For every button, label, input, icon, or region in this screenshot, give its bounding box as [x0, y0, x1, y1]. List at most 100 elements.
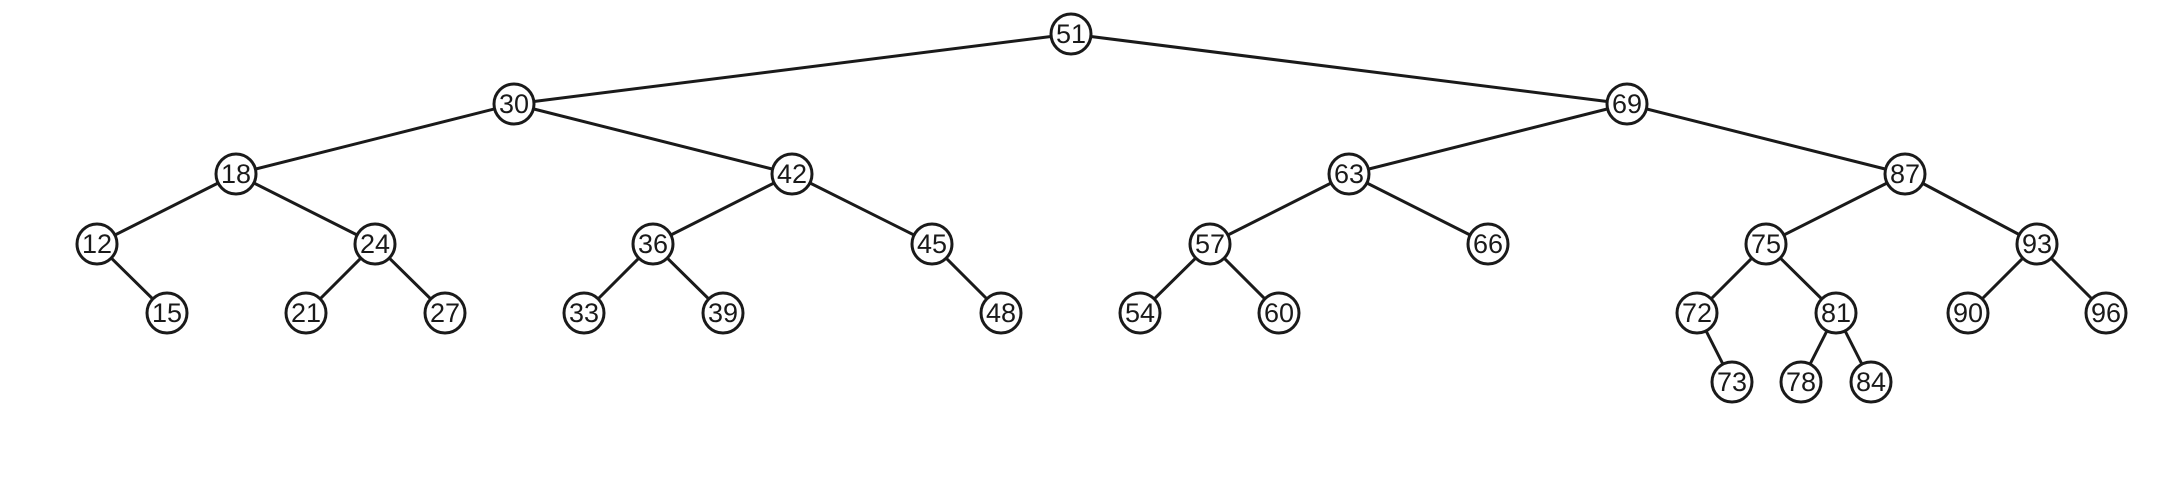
tree-node-81: 81 [1814, 291, 1858, 335]
edge-18-24 [235, 172, 376, 246]
node-label: 18 [221, 159, 251, 189]
node-circle [1946, 291, 1990, 335]
node-circle [1049, 12, 1093, 56]
tree-node-69: 69 [1605, 82, 1649, 126]
node-label: 51 [1056, 19, 1086, 49]
node-label: 69 [1612, 89, 1642, 119]
edge-87-75 [1765, 172, 1906, 246]
tree-node-96: 96 [2084, 291, 2128, 335]
node-circle [1188, 222, 1232, 266]
node-circle [1605, 82, 1649, 126]
node-label: 73 [1717, 367, 1747, 397]
tree-node-18: 18 [214, 152, 258, 196]
tree-node-51: 51 [1049, 12, 1093, 56]
node-circle [1744, 222, 1788, 266]
tree-node-75: 75 [1744, 222, 1788, 266]
tree-node-73: 73 [1710, 360, 1754, 404]
node-circle [1814, 291, 1858, 335]
edge-51-69 [1070, 32, 1628, 106]
tree-node-54: 54 [1118, 291, 1162, 335]
edge-87-93 [1904, 172, 2038, 246]
edge-63-57 [1209, 172, 1350, 246]
tree-node-84: 84 [1849, 360, 1893, 404]
edge-51-30 [513, 32, 1072, 106]
tree-node-21: 21 [284, 291, 328, 335]
node-label: 57 [1195, 229, 1225, 259]
tree-node-30: 30 [492, 82, 536, 126]
node-circle [2015, 222, 2059, 266]
node-circle [1883, 152, 1927, 196]
node-label: 12 [82, 229, 112, 259]
node-label: 48 [986, 298, 1016, 328]
tree-node-90: 90 [1946, 291, 1990, 335]
node-circle [284, 291, 328, 335]
node-label: 63 [1334, 159, 1364, 189]
node-circle [770, 152, 814, 196]
tree-node-15: 15 [145, 291, 189, 335]
node-label: 78 [1786, 367, 1816, 397]
edge-30-18 [235, 102, 515, 176]
tree-node-66: 66 [1466, 222, 1510, 266]
node-circle [2084, 291, 2128, 335]
tree-node-48: 48 [979, 291, 1023, 335]
node-label: 24 [360, 229, 390, 259]
node-circle [75, 222, 119, 266]
node-label: 33 [569, 298, 599, 328]
node-label: 36 [638, 229, 668, 259]
node-circle [145, 291, 189, 335]
node-circle [1466, 222, 1510, 266]
tree-node-87: 87 [1883, 152, 1927, 196]
node-circle [353, 222, 397, 266]
tree-node-45: 45 [910, 222, 954, 266]
node-label: 27 [430, 298, 460, 328]
node-circle [1710, 360, 1754, 404]
node-circle [1257, 291, 1301, 335]
tree-node-60: 60 [1257, 291, 1301, 335]
node-label: 90 [1953, 298, 1983, 328]
node-circle [631, 222, 675, 266]
node-label: 75 [1751, 229, 1781, 259]
node-circle [1675, 291, 1719, 335]
edge-63-66 [1348, 172, 1489, 246]
node-label: 87 [1890, 159, 1920, 189]
node-circle [1118, 291, 1162, 335]
node-circle [701, 291, 745, 335]
tree-node-93: 93 [2015, 222, 2059, 266]
node-circle [492, 82, 536, 126]
tree-node-63: 63 [1327, 152, 1371, 196]
tree-node-12: 12 [75, 222, 119, 266]
edge-69-87 [1626, 102, 1906, 176]
edge-69-63 [1348, 102, 1628, 176]
tree-node-24: 24 [353, 222, 397, 266]
tree-node-78: 78 [1779, 360, 1823, 404]
tree-node-27: 27 [423, 291, 467, 335]
node-circle [910, 222, 954, 266]
edge-30-42 [513, 102, 793, 176]
tree-node-36: 36 [631, 222, 675, 266]
node-circle [562, 291, 606, 335]
tree-node-42: 42 [770, 152, 814, 196]
node-circle [1779, 360, 1823, 404]
node-circle [423, 291, 467, 335]
node-label: 96 [2091, 298, 2121, 328]
node-label: 45 [917, 229, 947, 259]
tree-edges [95, 32, 2108, 383]
tree-node-39: 39 [701, 291, 745, 335]
node-label: 72 [1682, 298, 1712, 328]
node-label: 42 [777, 159, 807, 189]
node-label: 30 [499, 89, 529, 119]
node-label: 21 [291, 298, 321, 328]
edge-18-12 [96, 172, 237, 246]
node-circle [979, 291, 1023, 335]
tree-node-57: 57 [1188, 222, 1232, 266]
node-circle [1327, 152, 1371, 196]
node-label: 66 [1473, 229, 1503, 259]
tree-node-33: 33 [562, 291, 606, 335]
node-label: 60 [1264, 298, 1294, 328]
node-label: 39 [708, 298, 738, 328]
node-label: 15 [152, 298, 182, 328]
node-label: 93 [2022, 229, 2052, 259]
tree-nodes: 51 30 69 18 42 63 87 12 24 36 45 57 66 75 93 15 21 27 33 39… [75, 12, 2128, 404]
node-circle [214, 152, 258, 196]
tree-node-72: 72 [1675, 291, 1719, 335]
